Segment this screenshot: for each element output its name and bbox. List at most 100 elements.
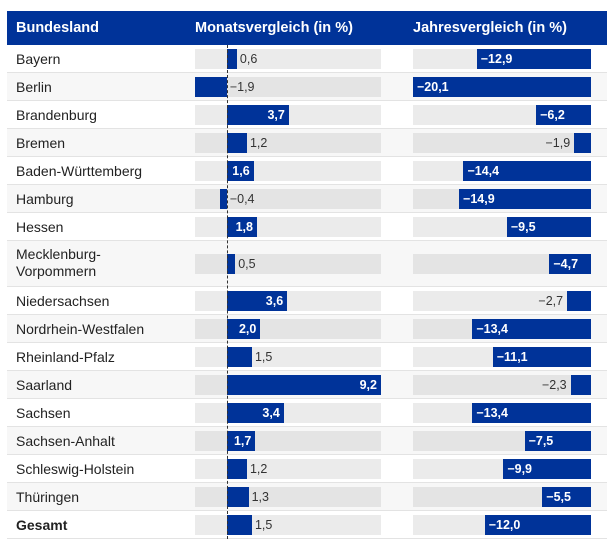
month-value-label: 1,2 [249, 462, 268, 476]
month-value-label: 1,2 [249, 136, 268, 150]
table-row: Bremen 1,2 −1,9 [7, 129, 607, 157]
year-bar [549, 254, 591, 274]
month-value-label: 9,2 [359, 378, 377, 392]
year-track: −12,0 [413, 515, 591, 535]
month-bar [226, 431, 256, 451]
month-value-label: −1,9 [229, 80, 255, 94]
row-label: Berlin [16, 79, 52, 95]
year-bar [484, 515, 591, 535]
year-value-label: −13,4 [476, 406, 508, 420]
month-value-label: 1,7 [233, 434, 252, 448]
month-value-label: 3,4 [262, 406, 280, 420]
month-value-label: 1,8 [235, 220, 253, 234]
table-row: Thüringen 1,3 −5,5 [7, 483, 607, 511]
year-track: −2,7 [413, 291, 591, 311]
month-track: 1,7 [195, 431, 381, 451]
year-value-label: −13,4 [476, 322, 508, 336]
table-row: Schleswig-Holstein 1,2 −9,9 [7, 455, 607, 483]
month-bar [226, 459, 247, 479]
month-bar [220, 189, 227, 209]
year-value-label: −9,9 [507, 462, 533, 476]
table-row: Niedersachsen 3,6 −2,7 [7, 287, 607, 315]
table-row: Bayern 0,6 −12,9 [7, 45, 607, 73]
month-bar [226, 217, 257, 237]
year-value-label: −7,5 [528, 434, 554, 448]
header-jahresvergleich: Jahresvergleich (in %) [413, 20, 567, 36]
table-row: Hessen 1,8 −9,5 [7, 213, 607, 241]
month-bar [226, 291, 288, 311]
row-label: Baden-Württemberg [16, 163, 143, 179]
year-track: −9,9 [413, 459, 591, 479]
year-value-label: −20,1 [417, 80, 449, 94]
row-label: Saarland [16, 377, 73, 393]
year-bar [542, 487, 591, 507]
month-track: 0,6 [195, 49, 381, 69]
year-value-label: −14,4 [467, 164, 500, 178]
year-track: −13,4 [413, 403, 591, 423]
month-bar [226, 105, 289, 125]
month-track: 3,4 [195, 403, 381, 423]
month-track: 3,7 [195, 105, 381, 125]
row-label: Bremen [16, 135, 66, 151]
month-bar [226, 49, 237, 69]
year-value-label: −11,1 [496, 350, 528, 364]
row-label: Niedersachsen [16, 293, 110, 309]
table-row: Sachsen-Anhalt 1,7 −7,5 [7, 427, 607, 455]
table-row: Berlin −1,9 −20,1 [7, 73, 607, 101]
month-value-label: 1,3 [251, 490, 269, 504]
year-track: −12,9 [413, 49, 591, 69]
month-track: 9,2 [195, 375, 381, 395]
row-label: Sachsen-Anhalt [16, 433, 115, 449]
month-track: 1,8 [195, 217, 381, 237]
year-track: −13,4 [413, 319, 591, 339]
year-value-label: −5,5 [546, 490, 571, 504]
data-table: Bundesland Monatsvergleich (in %) Jahres… [7, 11, 607, 539]
year-track: −1,9 [413, 133, 591, 153]
month-track: 1,5 [195, 347, 381, 367]
table-row: Hamburg −0,4 −14,9 [7, 185, 607, 213]
table-row: Saarland 9,2 −2,3 [7, 371, 607, 399]
row-label: Brandenburg [16, 107, 97, 123]
year-value-label: −4,7 [553, 257, 579, 271]
month-value-label: 1,6 [232, 164, 250, 178]
month-track: 1,2 [195, 459, 381, 479]
month-track: 3,6 [195, 291, 381, 311]
month-bar [226, 487, 249, 507]
year-track: −11,1 [413, 347, 591, 367]
month-bar [226, 161, 254, 181]
year-value-label: −14,9 [463, 192, 495, 206]
month-bar [195, 77, 227, 97]
year-track: −9,5 [413, 217, 591, 237]
table-row: Sachsen 3,4 −13,4 [7, 399, 607, 427]
year-bar [574, 133, 591, 153]
month-value-label: 3,6 [265, 294, 284, 308]
month-value-label: 1,5 [254, 350, 273, 364]
month-bar [226, 347, 252, 367]
table-row: Brandenburg 3,7 −6,2 [7, 101, 607, 129]
year-bar [503, 459, 591, 479]
year-track: −14,9 [413, 189, 591, 209]
month-bar [226, 133, 247, 153]
year-value-label: −12,0 [488, 518, 521, 532]
year-value-label: −12,9 [480, 52, 513, 66]
table-header: Bundesland Monatsvergleich (in %) Jahres… [7, 11, 607, 45]
year-bar [570, 375, 591, 395]
year-bar [472, 319, 591, 339]
year-bar [459, 189, 591, 209]
header-bundesland: Bundesland [16, 20, 99, 36]
table-row: Baden-Württemberg 1,6 −14,4 [7, 157, 607, 185]
table-row: Nordrhein-Westfalen 2,0 −13,4 [7, 315, 607, 343]
year-track: −2,3 [413, 375, 591, 395]
year-track: −20,1 [413, 77, 591, 97]
month-value-label: −0,4 [229, 192, 255, 206]
year-track: −14,4 [413, 161, 591, 181]
month-value-label: 1,5 [254, 518, 273, 532]
month-track: 1,5 [195, 515, 381, 535]
year-track: −5,5 [413, 487, 591, 507]
month-bar [226, 375, 381, 395]
row-label: Schleswig-Holstein [16, 461, 135, 477]
table-row: Rheinland-Pfalz 1,5 −11,1 [7, 343, 607, 371]
month-track: 1,6 [195, 161, 381, 181]
month-bar [226, 254, 236, 274]
month-bar [226, 403, 284, 423]
